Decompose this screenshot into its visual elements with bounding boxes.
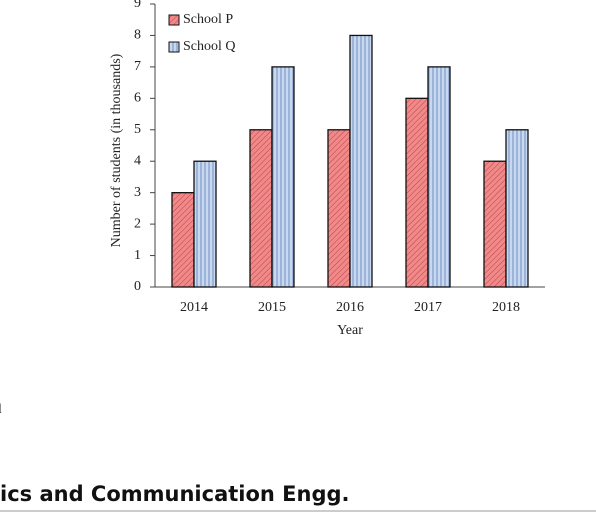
bar — [349, 34, 373, 288]
bar — [427, 66, 451, 288]
y-axis-label: Number of students (in thousands) — [109, 53, 124, 247]
y-tick-label: 4 — [134, 153, 141, 168]
y-tick-label: 2 — [134, 216, 141, 231]
y-tick-label: 9 — [134, 0, 141, 11]
x-tick-label: 2016 — [336, 300, 364, 315]
bar — [249, 129, 273, 288]
bar — [405, 97, 429, 288]
y-tick-label: 6 — [134, 91, 141, 106]
y-tick-label: 1 — [134, 248, 141, 263]
y-tick-label: 3 — [134, 185, 141, 200]
section-heading: ics and Communication Engg. — [0, 482, 350, 506]
y-tick-label: 5 — [134, 122, 141, 137]
bar — [193, 160, 217, 288]
legend-label: School P — [183, 12, 233, 27]
legend-label: School Q — [183, 39, 236, 54]
y-tick-label: 8 — [134, 28, 141, 43]
bar — [271, 66, 295, 288]
y-tick-label: 7 — [134, 59, 141, 74]
bar — [483, 160, 507, 288]
legend-swatch — [168, 41, 180, 53]
x-tick-label: 2015 — [258, 300, 286, 315]
y-tick-label: 0 — [134, 279, 141, 294]
chart: 0 1 2 3 4 5 6 7 8 9 Number of students (in thousan… — [109, 0, 545, 338]
x-tick-label: 2018 — [492, 300, 520, 315]
bar — [505, 129, 529, 288]
text-fragment: l — [0, 402, 2, 417]
x-tick-label: 2017 — [414, 300, 442, 315]
x-axis-label: Year — [337, 323, 363, 338]
bar — [327, 129, 351, 288]
legend-swatch — [168, 14, 180, 26]
bar — [171, 192, 195, 288]
x-tick-label: 2014 — [180, 300, 208, 315]
